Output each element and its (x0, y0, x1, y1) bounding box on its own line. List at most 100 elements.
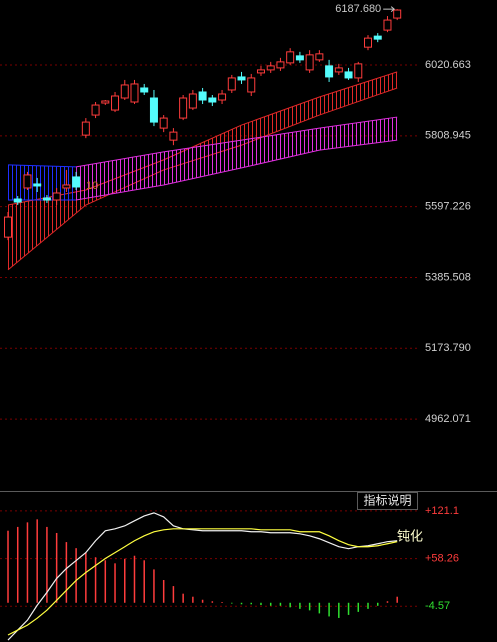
histogram-bar (357, 602, 360, 612)
macd-annotation: 钝化 (397, 528, 423, 543)
y-tick-label: +58.26 (425, 552, 459, 564)
y-tick-label: 6020.663 (425, 59, 471, 71)
histogram-bar (376, 602, 379, 606)
histogram-bar (94, 557, 97, 603)
histogram-bar (338, 602, 340, 618)
histogram-bar (182, 593, 184, 603)
histogram-bar (231, 602, 233, 604)
candle-body (42, 197, 51, 201)
histogram-bar (133, 555, 136, 603)
candle-body (247, 77, 256, 93)
histogram-bar (143, 560, 145, 603)
histogram-bar (85, 552, 87, 603)
macd-line (7, 512, 398, 641)
histogram-bar (318, 602, 321, 614)
histogram-bar (153, 569, 155, 603)
candle-body (393, 9, 402, 19)
histogram-bar (289, 602, 291, 608)
band-area (76, 117, 398, 201)
histogram-bar (192, 596, 194, 603)
max-label: 6187.680 (335, 3, 381, 15)
band-annotation: 10 (86, 180, 98, 192)
candle-body (13, 198, 22, 203)
candle-body (23, 174, 32, 189)
candle-body (334, 67, 343, 73)
band-upper (7, 164, 77, 168)
candle-body (373, 35, 382, 40)
histogram-bar (75, 548, 77, 603)
y-tick-label: 5385.508 (425, 271, 471, 283)
candle-body (52, 192, 61, 201)
histogram-bar (46, 526, 48, 603)
band-area (8, 164, 77, 201)
histogram-bar (386, 601, 389, 603)
histogram-bar (7, 530, 9, 603)
band-area (8, 71, 398, 270)
candle-body (198, 91, 207, 101)
candle-body (149, 97, 158, 123)
candle-body (276, 61, 285, 69)
macd-line (7, 528, 398, 636)
histogram-bar (396, 596, 398, 603)
indicator-button-label[interactable]: 指标说明 (363, 493, 411, 508)
histogram-bar (328, 602, 330, 617)
candle-body (62, 184, 71, 189)
max-arrow-head (390, 6, 395, 13)
histogram-bar (36, 519, 38, 603)
y-tick-label: 4962.071 (425, 413, 471, 425)
candle-body (218, 93, 227, 101)
histogram-bar (269, 602, 272, 606)
candle-body (315, 53, 324, 61)
y-tick-label: 5597.226 (425, 201, 471, 213)
histogram-bar (347, 602, 350, 615)
candle-body (159, 117, 168, 129)
candle-body (208, 97, 217, 103)
histogram-bar (240, 602, 243, 605)
histogram-bar (16, 526, 19, 603)
candle-body (91, 104, 100, 116)
indicator-button[interactable] (357, 492, 418, 510)
histogram-bar (211, 601, 214, 603)
candle-body (140, 87, 149, 93)
histogram-bar (124, 558, 126, 603)
candle-body (286, 51, 295, 64)
histogram-bar (172, 586, 175, 603)
y-tick-label: -4.57 (425, 600, 450, 612)
candle-body (354, 63, 363, 79)
histogram-bar (299, 602, 301, 609)
band-lower (76, 139, 398, 201)
candle-body (81, 121, 90, 136)
candle-body (169, 131, 178, 141)
candle-body (295, 55, 304, 61)
histogram-bar (201, 599, 204, 603)
histogram-bar (26, 522, 29, 603)
candle-body (266, 65, 275, 71)
histogram-bar (221, 602, 223, 603)
candle-body (120, 84, 129, 99)
candle-body (111, 95, 120, 111)
histogram-bar (55, 532, 58, 603)
candle-body (237, 76, 246, 81)
candle-body (256, 69, 265, 74)
candle-body (227, 77, 236, 91)
candle-body (325, 65, 334, 78)
candle-body (344, 71, 353, 79)
band-upper (76, 116, 398, 168)
candle-body (33, 183, 42, 187)
histogram-bar (162, 580, 165, 603)
y-tick-label: 5173.790 (425, 342, 471, 354)
histogram-bar (279, 602, 282, 606)
candle-body (364, 37, 373, 48)
histogram-bar (104, 560, 107, 603)
y-tick-label: 5808.945 (425, 130, 471, 142)
candle-body (101, 100, 110, 104)
histogram-bar (367, 602, 369, 609)
histogram-bar (308, 602, 311, 611)
histogram-bar (114, 563, 116, 603)
candle-body (188, 93, 197, 109)
histogram-bar (65, 542, 68, 603)
histogram-bar (260, 602, 262, 606)
histogram-bar (250, 602, 252, 605)
